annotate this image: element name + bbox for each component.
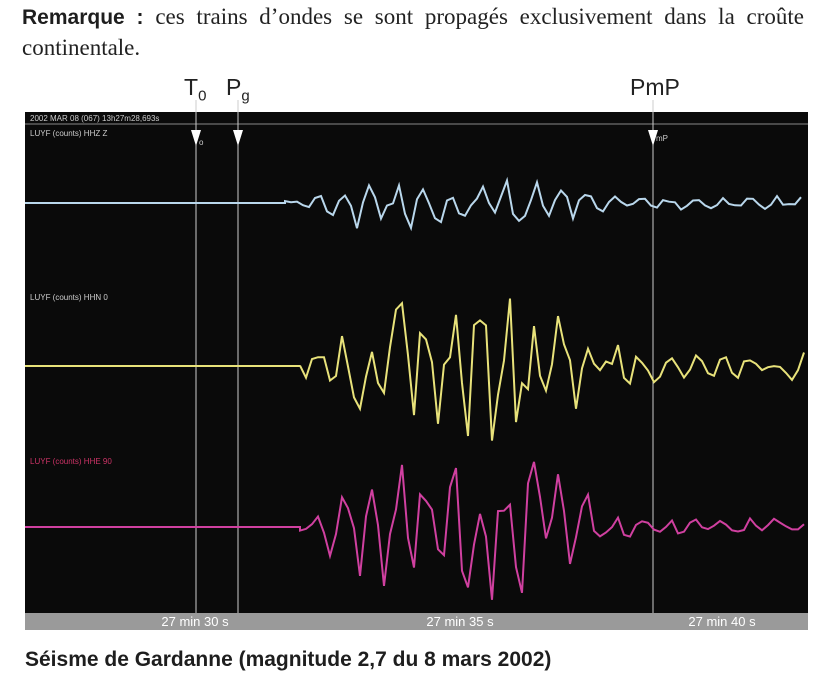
channel-label: LUYF (counts) HHZ Z	[30, 129, 107, 138]
marker-letter: P	[226, 74, 242, 100]
marker-pg: Pg	[226, 74, 250, 105]
marker-letter: T	[184, 74, 199, 100]
marker-sub: g	[241, 87, 250, 105]
pick-label: mP	[656, 134, 668, 143]
caption: Séisme de Gardanne (magnitude 2,7 du 8 m…	[25, 648, 552, 671]
channel-label: LUYF (counts) HHN 0	[30, 293, 108, 302]
remark-text: ces trains d’ondes se sont propagés excl…	[22, 4, 805, 60]
time-label: 27 min 30 s	[161, 614, 229, 629]
traces	[25, 176, 805, 600]
time-label: 27 min 35 s	[426, 614, 494, 629]
header: 2002 MAR 08 (067) 13h27m28,693s	[30, 114, 159, 123]
marker-pmp: PmP	[630, 74, 680, 100]
time-label: 27 min 40 s	[688, 614, 756, 629]
time-band	[25, 613, 808, 630]
marker-t0: T0	[184, 74, 206, 105]
trace	[25, 461, 805, 600]
remark: Remarque : ces trains d’ondes se sont pr…	[22, 2, 804, 63]
trace	[25, 298, 805, 441]
pg-arrow	[233, 130, 243, 146]
trace	[25, 176, 802, 232]
channel-label: LUYF (counts) HHE 90	[30, 457, 112, 466]
pmp-arrow	[648, 130, 658, 146]
remark-label: Remarque :	[22, 6, 144, 29]
pick-label: o	[199, 138, 204, 147]
t0-arrow	[191, 130, 201, 146]
marker-sub: 0	[198, 87, 207, 105]
